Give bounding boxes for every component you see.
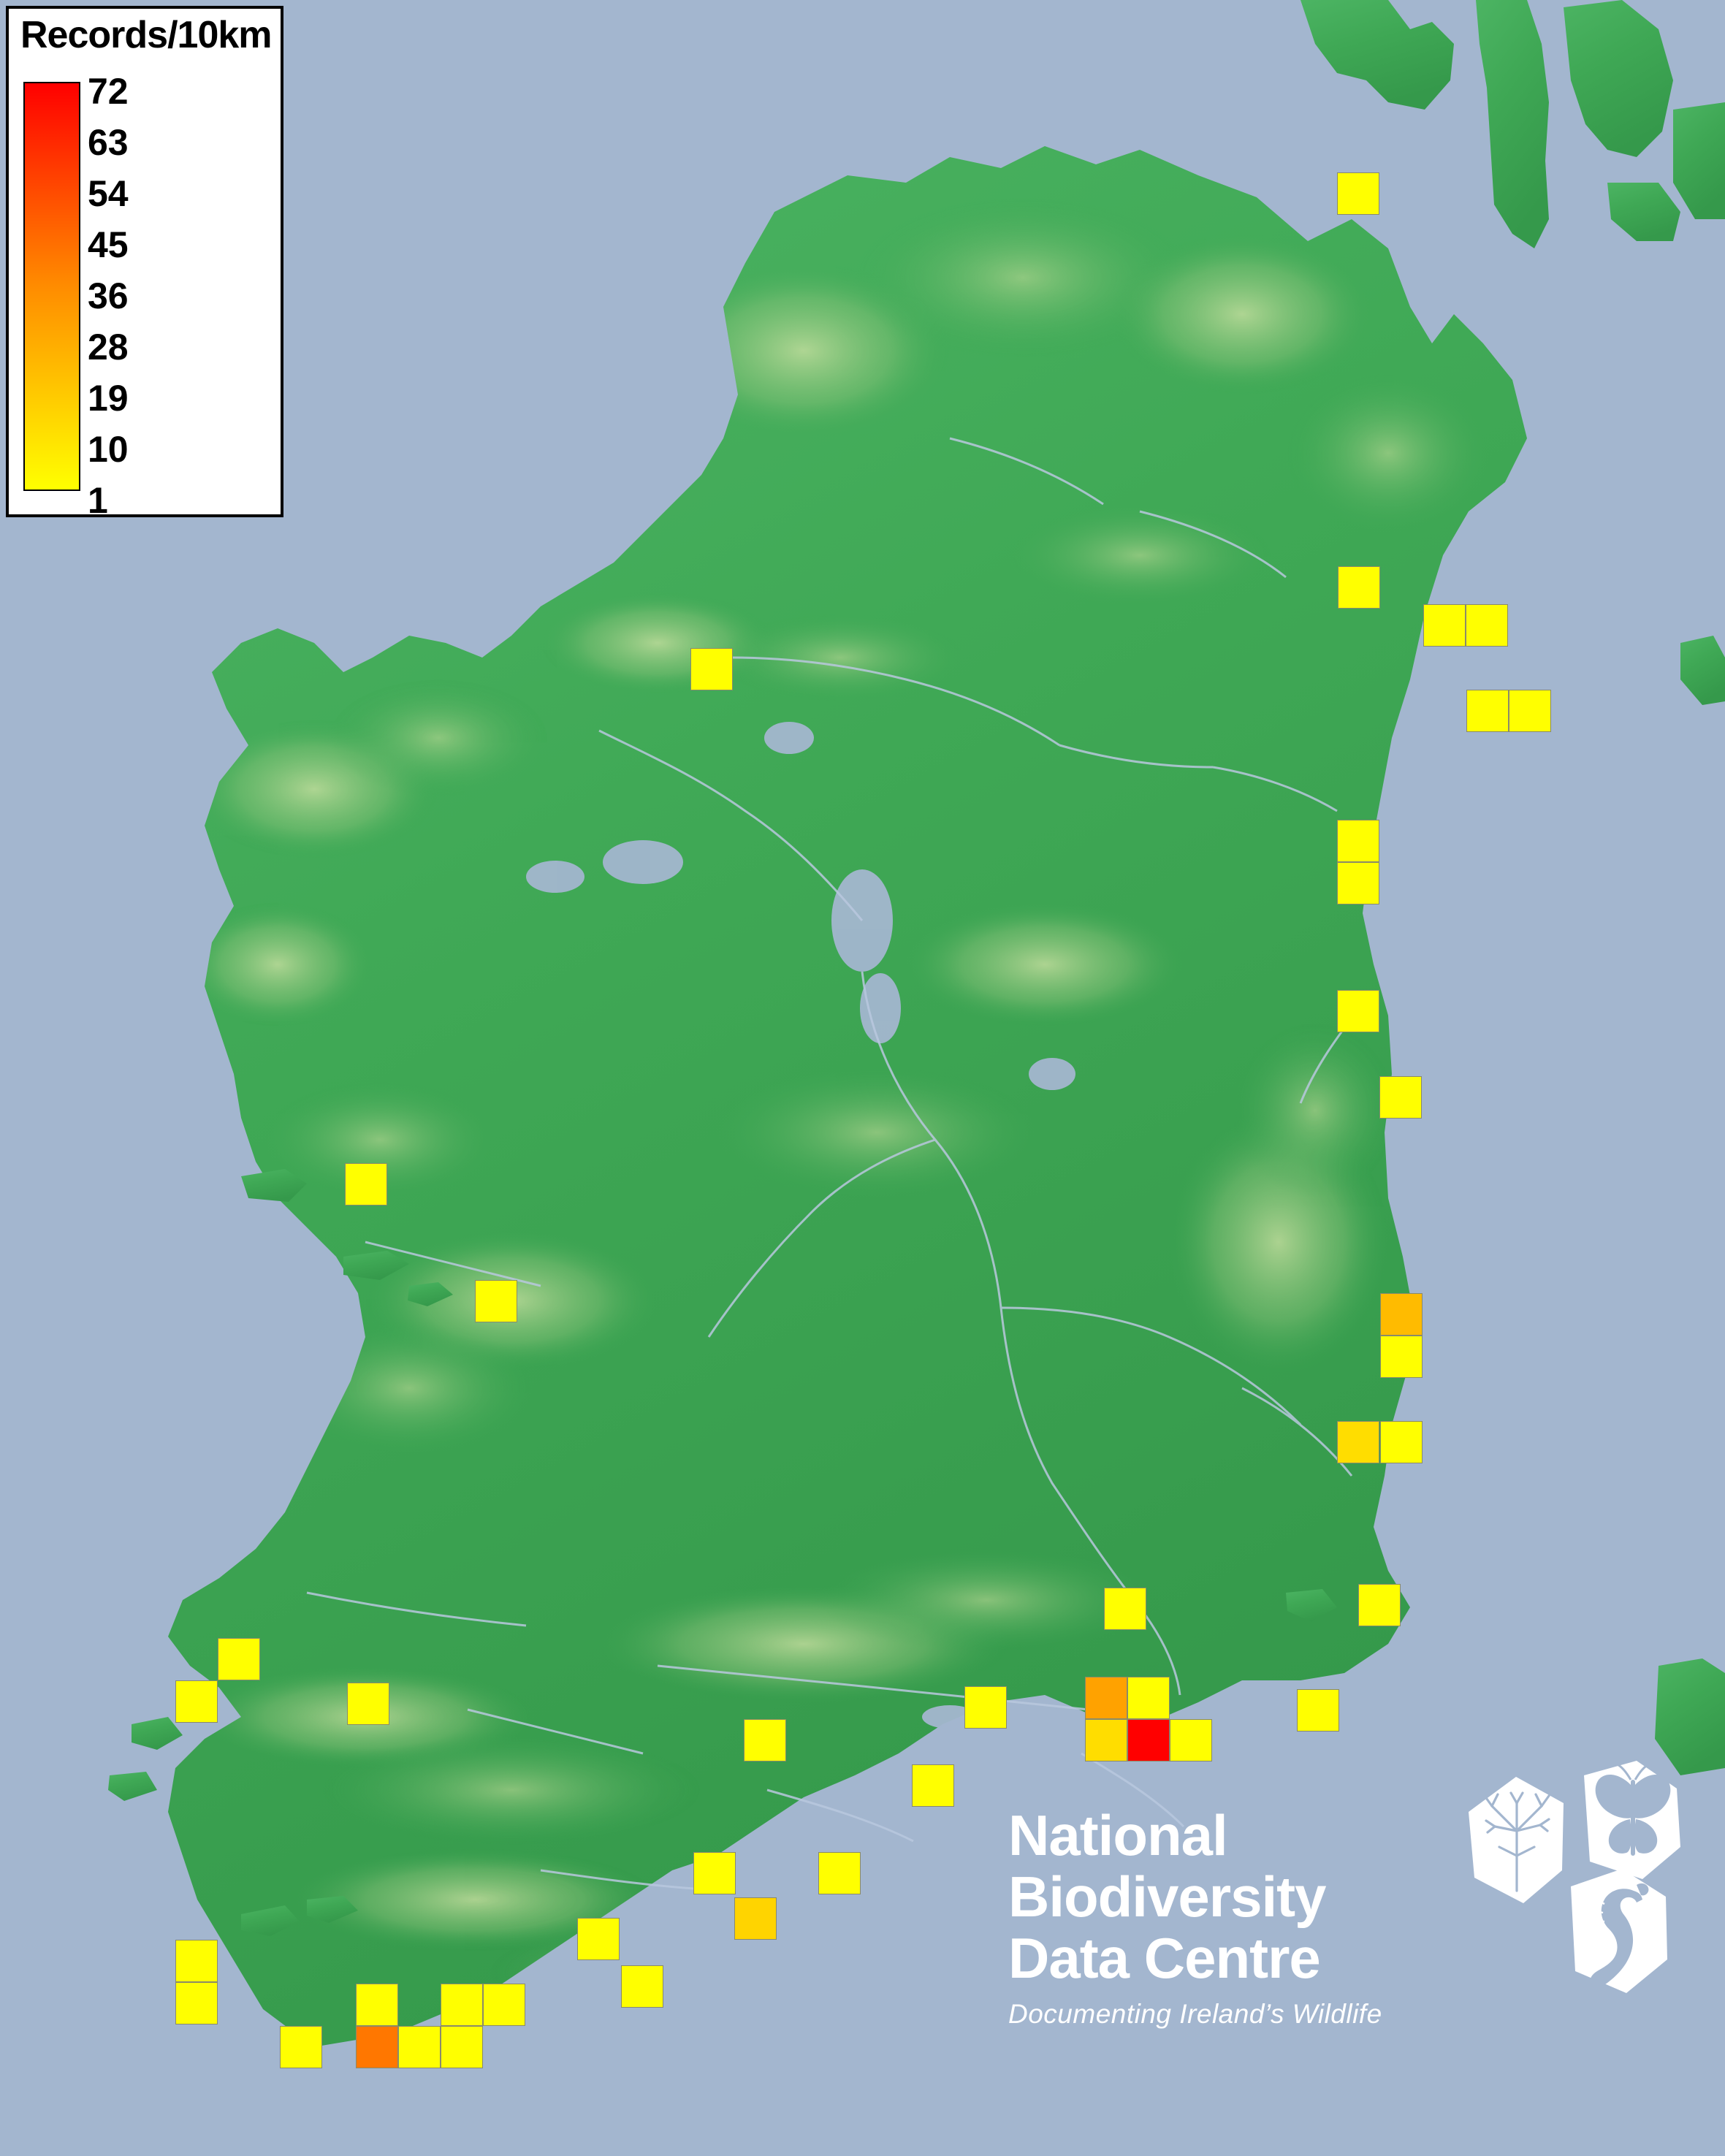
distribution-cell [1085,1719,1127,1761]
distribution-cell [693,1852,736,1894]
distribution-cell [441,2026,483,2068]
distribution-cell [818,1852,861,1894]
seahorse-icon [1571,1869,1667,1993]
distribution-cell [1127,1719,1170,1761]
legend-tick-19: 19 [88,378,129,419]
legend-tick-1: 1 [88,480,108,521]
distribution-cell [1127,1677,1170,1719]
distribution-cell [280,2026,322,2068]
legend-tick-10: 10 [88,429,129,470]
distribution-cell [734,1897,777,1940]
legend-tick-36: 36 [88,275,129,316]
distribution-cell [475,1280,517,1322]
butterfly-icon [1584,1761,1680,1879]
distribution-cell [1085,1677,1127,1719]
distribution-cell [345,1163,387,1205]
distribution-cell [218,1638,260,1680]
nbdc-logo-mark [1454,1761,1710,2024]
logo-line-3: Data Centre [1008,1926,1321,1990]
legend-tick-28: 28 [88,327,129,367]
distribution-cell [1337,1421,1379,1463]
distribution-cell [1337,862,1379,904]
legend-tick-54: 54 [88,173,129,214]
distribution-cell [1379,1076,1422,1119]
offshore-landmasses [108,0,1725,1936]
distribution-cell [1380,1293,1423,1336]
nbdc-logo-text: National Biodiversity Data Centre Docume… [1008,1805,1461,2030]
distribution-cell [1358,1584,1401,1626]
legend-tick-45: 45 [88,224,129,265]
distribution-cell [356,2026,398,2068]
legend-tick-labels: 72 63 54 45 36 28 19 10 1 [88,71,234,519]
distribution-cell [347,1683,389,1725]
distribution-cell [621,1965,663,2008]
distribution-cell [1338,566,1380,609]
distribution-cell [1509,690,1551,732]
distribution-cell [398,2026,441,2068]
legend-color-ramp [23,82,80,491]
legend-tick-63: 63 [88,122,129,163]
distribution-cell [175,1680,218,1723]
distribution-cell [1170,1719,1212,1761]
distribution-cell [483,1984,525,2026]
river-network [306,437,1360,1890]
distribution-cell [1337,172,1379,215]
distribution-cell [912,1764,954,1807]
nbdc-logo: National Biodiversity Data Centre Docume… [1008,1761,1710,2141]
logo-tagline: Documenting Ireland’s Wildlife [1008,1999,1382,2029]
distribution-cell [1337,820,1379,862]
distribution-cell [1466,690,1509,732]
distribution-cell [577,1918,620,1960]
distribution-cell [175,1982,218,2024]
distribution-cell [1423,604,1466,647]
plant-icon [1469,1777,1564,1903]
distribution-cell [1337,990,1379,1032]
distribution-cell [744,1719,786,1761]
distribution-cell [356,1984,398,2026]
distribution-cell [1466,604,1508,647]
distribution-cell [1380,1421,1423,1463]
distribution-cell [1104,1588,1146,1630]
distribution-cell [690,648,733,690]
distribution-cell [175,1940,218,1982]
distribution-cell [441,1984,483,2026]
legend-title: Records/10km [20,14,273,56]
legend-panel: Records/10km 72 63 54 45 36 28 19 10 1 [6,6,283,519]
distribution-cell [964,1686,1007,1729]
legend-tick-72: 72 [88,71,129,112]
logo-line-2: Biodiversity [1008,1864,1326,1929]
distribution-cell [1380,1336,1423,1378]
distribution-cell [1297,1689,1339,1732]
logo-line-1: National [1008,1803,1228,1867]
